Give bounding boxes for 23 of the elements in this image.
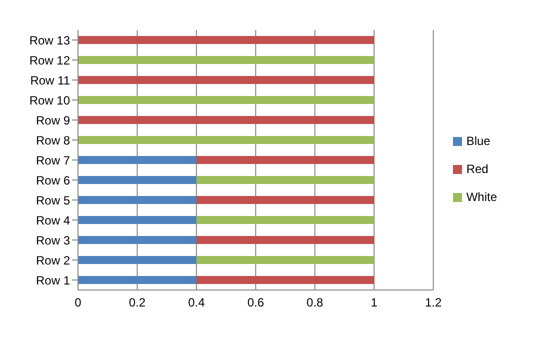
y-tick-label: Row 3 [36,233,70,248]
y-tick-label: Row 2 [36,253,70,268]
y-tick-label: Row 11 [30,73,70,88]
y-tick-label: Row 8 [36,133,70,148]
y-tick-label: Row 13 [29,33,70,48]
y-tick-label: Row 9 [36,113,70,128]
y-tick-label: Row 5 [36,193,70,208]
legend-label: Red [466,162,488,176]
y-tick-label: Row 6 [36,173,70,188]
y-tick-label: Row 12 [29,53,70,68]
y-tick-label: Row 1 [36,273,70,288]
y-tick-label: Row 7 [36,153,70,168]
x-tick-label: 0.4 [188,296,206,310]
x-tick-label: 1 [370,296,378,310]
legend-label: White [466,190,497,204]
x-tick-label: 0 [74,296,82,310]
x-tick-label: 0.8 [306,296,324,310]
x-tick-label: 1.2 [424,296,442,310]
y-tick-label: Row 10 [29,93,70,108]
x-tick-label: 0.6 [247,296,264,310]
x-tick-label: 0.2 [128,296,146,310]
y-tick-label: Row 4 [36,213,70,228]
legend-label: Blue [466,134,490,148]
